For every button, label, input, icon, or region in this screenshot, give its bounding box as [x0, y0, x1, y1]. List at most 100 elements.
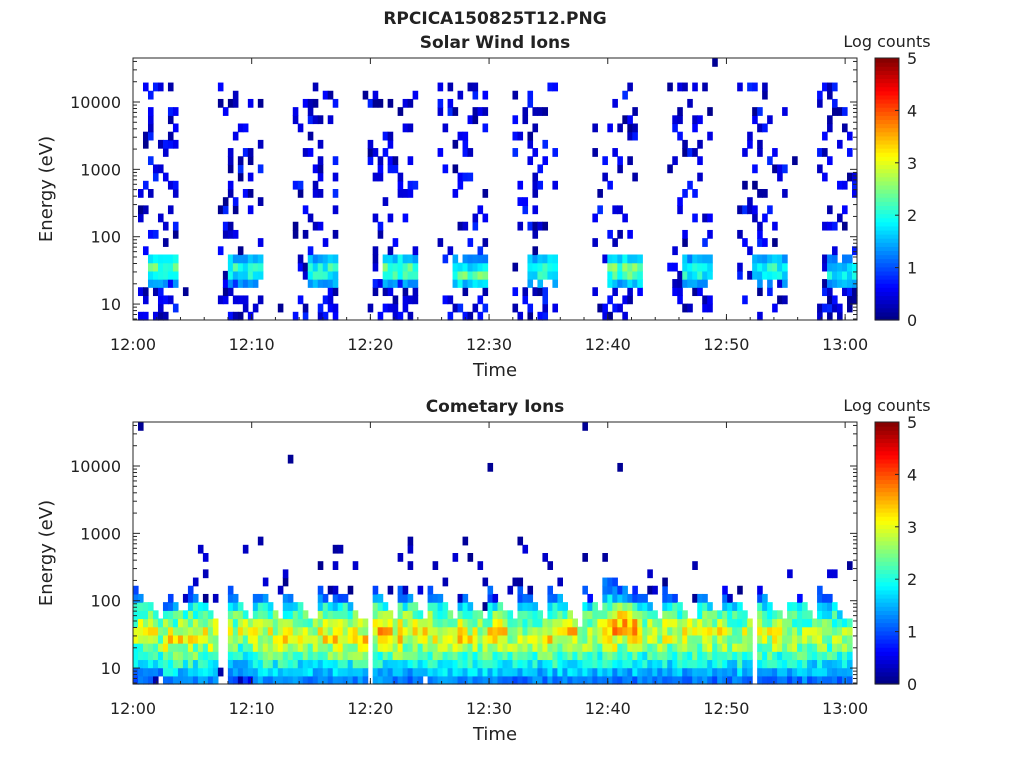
heatmap-cell — [737, 262, 743, 272]
heatmap-cell — [242, 626, 249, 636]
heatmap-cell — [797, 610, 803, 620]
heatmap-cell — [712, 651, 718, 661]
heatmap-cell — [172, 602, 179, 611]
heatmap-cell — [772, 164, 778, 174]
heatmap-cell — [687, 659, 693, 669]
heatmap-cell — [407, 254, 414, 264]
heatmap-cell — [167, 131, 174, 141]
heatmap-cell — [197, 634, 204, 644]
heatmap-cell — [767, 610, 773, 620]
heatmap-cell — [677, 115, 683, 125]
heatmap-cell — [732, 610, 738, 620]
heatmap-cell — [847, 270, 853, 280]
heatmap-cell — [607, 262, 613, 272]
heatmap-cell — [547, 667, 554, 677]
heatmap-cell — [372, 659, 379, 669]
colorbar-segment — [875, 569, 899, 575]
colorbar-segment — [875, 221, 899, 227]
heatmap-cell — [832, 254, 838, 264]
heatmap-cell — [372, 246, 379, 256]
heatmap-cell — [247, 189, 254, 198]
heatmap-cell — [647, 610, 653, 620]
heatmap-cell — [427, 626, 434, 636]
heatmap-cell — [267, 659, 274, 669]
heatmap-cell — [517, 593, 524, 603]
heatmap-cell — [622, 643, 628, 652]
colorbar-segment — [875, 180, 899, 186]
heatmap-cell — [582, 585, 588, 595]
x-tick-label: 12:20 — [347, 335, 393, 354]
heatmap-cell — [822, 254, 828, 264]
heatmap-cell — [447, 82, 454, 92]
heatmap-cell — [652, 626, 658, 636]
heatmap-cell — [847, 667, 853, 677]
heatmap-cell — [612, 602, 618, 611]
heatmap-cell — [757, 123, 763, 133]
heatmap-cell — [452, 659, 459, 669]
heatmap-cell — [667, 667, 673, 677]
heatmap-cell — [517, 675, 524, 685]
heatmap-cell — [622, 585, 628, 595]
heatmap-cell — [592, 148, 598, 157]
heatmap-cell — [262, 634, 269, 644]
heatmap-cell — [242, 148, 249, 157]
heatmap-cell — [412, 279, 419, 288]
heatmap-cell — [622, 659, 628, 669]
heatmap-cell — [832, 279, 838, 288]
heatmap-cell — [172, 675, 179, 685]
heatmap-cell — [257, 626, 264, 636]
heatmap-cell — [227, 634, 234, 644]
heatmap-cell — [822, 667, 828, 677]
heatmap-cell — [307, 643, 314, 652]
heatmap-cell — [407, 561, 414, 570]
heatmap-cell — [212, 643, 219, 652]
heatmap-cell — [452, 303, 459, 313]
heatmap-cell — [817, 593, 823, 603]
heatmap-cell — [837, 667, 843, 677]
heatmap-cell — [512, 659, 519, 669]
x-tick-label: 12:10 — [229, 335, 275, 354]
heatmap-cell — [377, 626, 384, 636]
axes-box — [132, 421, 858, 685]
heatmap-cell — [272, 610, 279, 620]
heatmap-cell — [392, 634, 399, 644]
heatmap-cell — [747, 659, 753, 669]
heatmap-cell — [597, 651, 603, 661]
heatmap-cell — [607, 602, 613, 611]
heatmap-cell — [567, 626, 573, 636]
heatmap-cell — [612, 659, 618, 669]
colorbar-segment — [875, 225, 899, 231]
heatmap-cell — [382, 287, 389, 297]
heatmap-cell — [317, 311, 324, 321]
heatmap-cell — [592, 618, 598, 628]
heatmap-cell — [822, 651, 828, 661]
heatmap-cell — [462, 626, 469, 636]
heatmap-cell — [532, 270, 539, 280]
heatmap-cell — [587, 626, 593, 636]
heatmap-cell — [482, 602, 489, 611]
heatmap-cell — [217, 295, 224, 305]
heatmap-cell — [322, 270, 329, 280]
heatmap-cell — [337, 675, 344, 685]
heatmap-cell — [617, 303, 623, 313]
heatmap-cell — [522, 197, 529, 206]
heatmap-cell — [837, 675, 843, 685]
heatmap-cell — [437, 82, 444, 92]
heatmap-cell — [247, 156, 254, 166]
heatmap-cell — [133, 610, 139, 620]
heatmap-cell — [227, 667, 234, 677]
heatmap-cell — [827, 626, 833, 636]
heatmap-cell — [152, 172, 159, 182]
heatmap-cell — [447, 246, 454, 256]
heatmap-cell — [137, 667, 144, 677]
heatmap-cell — [377, 618, 384, 628]
heatmap-cell — [832, 270, 838, 280]
heatmap-cell — [752, 164, 758, 174]
heatmap-cell — [322, 238, 329, 247]
heatmap-cell — [672, 156, 678, 166]
heatmap-cell — [307, 626, 314, 636]
heatmap-cell — [327, 667, 334, 677]
heatmap-cell — [697, 610, 703, 620]
heatmap-cell — [527, 643, 534, 652]
heatmap-cell — [677, 643, 683, 652]
